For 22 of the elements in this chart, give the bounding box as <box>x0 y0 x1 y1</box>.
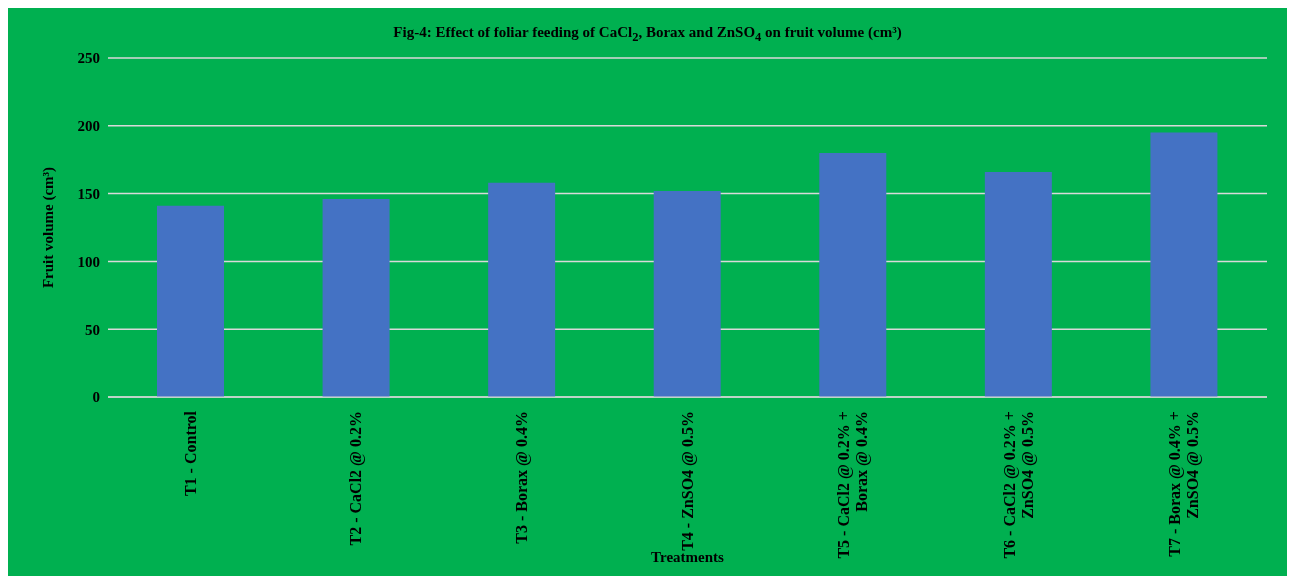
x-tick-label: T7 - Borax @ 0.4% + ZnSO4 @ 0.5% <box>1166 411 1203 557</box>
x-tick-label: T3 - Borax @ 0.4% <box>512 411 531 544</box>
bar <box>819 152 887 397</box>
bar <box>322 199 390 397</box>
y-axis-title: Fruit volume (cm³) <box>40 166 58 289</box>
x-tick-label: T2 - CaCl2 @ 0.2% <box>347 411 366 546</box>
y-tick-label: 250 <box>77 50 100 67</box>
bar <box>1150 132 1218 397</box>
x-tick-label: T5 - CaCl2 @ 0.2% + Borax @ 0.4% <box>835 411 872 559</box>
bar <box>488 182 556 397</box>
bar <box>653 190 721 397</box>
x-tick-label: T4 - ZnSO4 @ 0.5% <box>678 411 697 551</box>
y-tick-label: 200 <box>77 118 100 135</box>
x-tick-label: T6 - CaCl2 @ 0.2% + ZnSO4 @ 0.5% <box>1000 411 1037 559</box>
bar <box>157 205 224 397</box>
chart-title: Fig-4: Effect of foliar feeding of CaCl$_{2}$, Borax and ZnSO$_{4}$ on fruit volume (cm³) <box>392 24 903 45</box>
y-tick-label: 100 <box>77 253 100 270</box>
y-tick-label: 50 <box>85 321 100 338</box>
y-tick-label: 150 <box>77 185 100 202</box>
y-tick-label: 0 <box>92 389 100 406</box>
x-tick-label: T1 - Control <box>181 410 199 497</box>
bar <box>984 171 1052 397</box>
